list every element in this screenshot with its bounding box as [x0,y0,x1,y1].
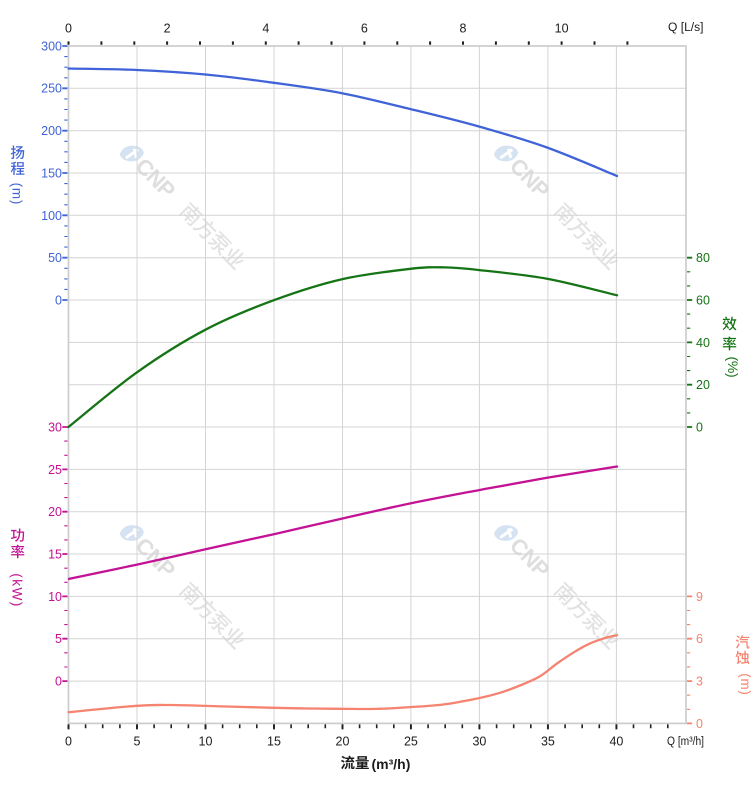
svg-text:30: 30 [48,420,62,434]
svg-text:25: 25 [48,463,62,477]
svg-text:300: 300 [41,39,62,53]
svg-text:50: 50 [48,251,62,265]
svg-text:250: 250 [41,82,62,96]
svg-text:(m³/h): (m³/h) [372,756,411,772]
svg-text:(kW): (kW) [10,573,25,607]
svg-text:3: 3 [696,675,703,689]
svg-text:15: 15 [267,734,281,748]
svg-text:2: 2 [164,22,171,36]
svg-text:5: 5 [134,734,141,748]
svg-text:60: 60 [696,293,710,307]
svg-text:0: 0 [55,293,62,307]
svg-text:100: 100 [41,209,62,223]
svg-text:4: 4 [262,22,269,36]
svg-text:20: 20 [48,505,62,519]
svg-text:30: 30 [472,734,486,748]
svg-text:0: 0 [696,420,703,434]
svg-text:(m): (m) [10,183,25,205]
svg-text:150: 150 [41,166,62,180]
svg-text:0: 0 [65,734,72,748]
svg-text:25: 25 [404,734,418,748]
svg-text:6: 6 [696,632,703,646]
svg-text:8: 8 [460,22,467,36]
svg-text:10: 10 [48,590,62,604]
svg-text:15: 15 [48,547,62,561]
svg-text:0: 0 [65,22,72,36]
svg-text:40: 40 [609,734,623,748]
svg-text:0: 0 [55,675,62,689]
svg-text:Q [m³/h]: Q [m³/h] [667,734,704,748]
svg-text:(%): (%) [725,357,741,378]
svg-text:20: 20 [696,378,710,392]
svg-text:10: 10 [199,734,213,748]
svg-text:10: 10 [555,22,569,36]
svg-text:40: 40 [696,336,710,350]
svg-text:6: 6 [361,22,368,36]
svg-text:9: 9 [696,590,703,604]
svg-text:(m): (m) [738,673,752,695]
svg-text:0: 0 [696,717,703,731]
svg-text:80: 80 [696,251,710,265]
svg-text:20: 20 [336,734,350,748]
svg-text:5: 5 [55,632,62,646]
svg-text:35: 35 [541,734,555,748]
svg-text:Q [L/s]: Q [L/s] [668,20,704,34]
svg-text:200: 200 [41,124,62,138]
